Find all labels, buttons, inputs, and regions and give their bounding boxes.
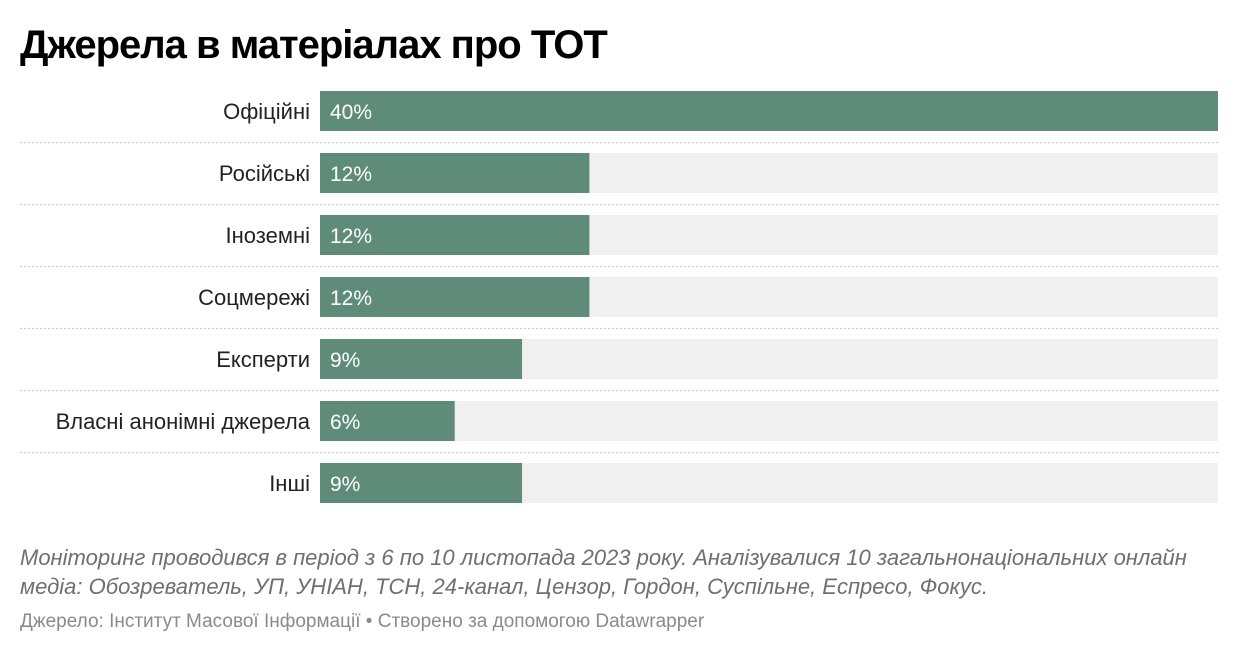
value-label: 12% — [330, 163, 372, 186]
category-label: Російські — [219, 161, 310, 186]
bars-layer: Офіційні 40% Російські 12% Іноземні 12% Соцмер… — [20, 91, 1218, 503]
category-label: Експерти — [216, 347, 310, 372]
bar — [320, 401, 455, 441]
value-label: 9% — [330, 349, 360, 372]
bar — [320, 339, 523, 379]
category-label: Інші — [269, 471, 310, 496]
bar-track — [320, 401, 1218, 441]
bar — [320, 215, 590, 255]
chart-footer: Джерело: Інститут Масової Інформації • С… — [20, 609, 704, 635]
bar — [320, 463, 523, 503]
value-label: 12% — [330, 225, 372, 248]
category-label: Власні анонімні джерела — [56, 409, 311, 434]
bar — [320, 91, 1218, 131]
chart-notes: Моніторинг проводився в період з 6 по 10… — [20, 545, 1187, 599]
source-name: Інститут Масової Інформації — [109, 611, 361, 632]
category-label: Соцмережі — [198, 285, 310, 310]
value-label: 12% — [330, 287, 372, 310]
source-label: Джерело: — [20, 611, 104, 632]
category-label: Іноземні — [226, 223, 311, 248]
bar-chart: Офіційні 40% Російські 12% Іноземні 12% Соцмер… — [20, 91, 1218, 503]
bar — [320, 153, 590, 193]
footer-separator: • — [365, 611, 373, 632]
bar — [320, 277, 590, 317]
chart-title: Джерела в матеріалах про ТОТ — [20, 23, 608, 67]
credit-text: Створено за допомогою Datawrapper — [377, 611, 705, 632]
value-label: 9% — [330, 473, 360, 496]
value-label: 40% — [330, 101, 372, 124]
category-label: Офіційні — [223, 99, 310, 124]
value-label: 6% — [330, 411, 360, 434]
